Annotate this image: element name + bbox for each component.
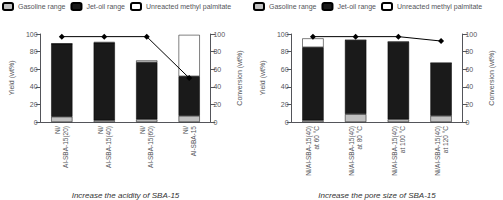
svg-text:Conversion (wt%): Conversion (wt%) <box>236 50 244 105</box>
svg-text:Ni/: Ni/ <box>54 126 61 134</box>
svg-text:0: 0 <box>34 119 38 126</box>
svg-text:Yield (wt%): Yield (wt%) <box>259 60 267 95</box>
svg-text:Jet-oil range: Jet-oil range <box>337 3 376 11</box>
svg-text:60: 60 <box>465 66 473 73</box>
svg-text:Increase the pore size of SBA-: Increase the pore size of SBA-15 <box>318 191 436 200</box>
svg-text:Unreacted methyl palmitate: Unreacted methyl palmitate <box>146 3 231 11</box>
svg-text:80: 80 <box>213 48 221 55</box>
svg-text:0: 0 <box>465 119 469 126</box>
svg-text:60: 60 <box>30 66 38 73</box>
svg-text:Al-SBA-15(20): Al-SBA-15(20) <box>62 126 70 168</box>
svg-text:Gasoline range: Gasoline range <box>18 3 66 11</box>
svg-text:60: 60 <box>281 66 289 73</box>
svg-text:Gasoline range: Gasoline range <box>269 3 317 11</box>
svg-text:40: 40 <box>30 83 38 90</box>
svg-text:Al-SBA-15: Al-SBA-15 <box>190 126 197 157</box>
svg-text:Ni/: Ni/ <box>139 126 146 134</box>
svg-text:40: 40 <box>281 83 289 90</box>
svg-text:80: 80 <box>30 48 38 55</box>
svg-text:20: 20 <box>213 101 221 108</box>
svg-text:20: 20 <box>30 101 38 108</box>
svg-text:at 120 °C: at 120 °C <box>442 126 449 153</box>
svg-text:100: 100 <box>277 31 289 38</box>
svg-text:0: 0 <box>285 119 289 126</box>
svg-text:40: 40 <box>465 83 473 90</box>
svg-text:100: 100 <box>26 31 38 38</box>
svg-text:Conversion (wt%): Conversion (wt%) <box>488 50 496 105</box>
svg-text:20: 20 <box>465 101 473 108</box>
svg-text:80: 80 <box>465 48 473 55</box>
svg-text:Ni/: Ni/ <box>182 126 189 134</box>
svg-text:at 100 °C: at 100 °C <box>399 126 406 153</box>
svg-text:Ni/Al-SBA-15(40): Ni/Al-SBA-15(40) <box>434 126 442 176</box>
svg-text:Ni/Al-SBA-15(40): Ni/Al-SBA-15(40) <box>305 126 313 176</box>
svg-text:20: 20 <box>281 101 289 108</box>
svg-text:Yield (wt%): Yield (wt%) <box>8 60 16 95</box>
svg-text:at 80 °C: at 80 °C <box>356 126 363 150</box>
svg-text:Unreacted methyl palmitate: Unreacted methyl palmitate <box>397 3 482 11</box>
svg-text:40: 40 <box>213 83 221 90</box>
svg-text:100: 100 <box>213 31 225 38</box>
svg-text:Jet-oil range: Jet-oil range <box>86 3 125 11</box>
svg-text:Al-SBA-15(60): Al-SBA-15(60) <box>147 126 155 168</box>
svg-text:Ni/Al-SBA-15(40): Ni/Al-SBA-15(40) <box>391 126 399 176</box>
svg-text:80: 80 <box>281 48 289 55</box>
svg-text:Increase the acidity of SBA-15: Increase the acidity of SBA-15 <box>72 191 180 200</box>
svg-text:Al-SBA-15(40): Al-SBA-15(40) <box>105 126 113 168</box>
svg-text:Ni/Al-SBA-15(40): Ni/Al-SBA-15(40) <box>348 126 356 176</box>
svg-text:Ni/: Ni/ <box>97 126 104 134</box>
svg-text:at 60 °C: at 60 °C <box>313 126 320 150</box>
svg-text:100: 100 <box>465 31 477 38</box>
svg-text:0: 0 <box>213 119 217 126</box>
svg-text:60: 60 <box>213 66 221 73</box>
